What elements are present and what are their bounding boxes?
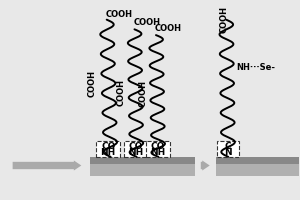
Text: COOH: COOH: [134, 18, 160, 27]
Text: COOH: COOH: [220, 6, 229, 33]
Text: CO: CO: [129, 142, 143, 151]
Bar: [217, 141, 239, 157]
Bar: [96, 141, 120, 157]
Text: COOH: COOH: [155, 24, 182, 33]
FancyArrow shape: [201, 160, 210, 171]
Text: CO: CO: [101, 142, 116, 151]
Text: NH: NH: [100, 148, 116, 157]
FancyArrow shape: [13, 160, 81, 171]
Bar: [90, 157, 195, 176]
Text: COOH: COOH: [116, 79, 125, 106]
Text: NH···Se-: NH···Se-: [237, 63, 276, 72]
Text: COOH: COOH: [87, 70, 96, 97]
Text: NH: NH: [150, 148, 166, 157]
Bar: [216, 157, 300, 164]
Text: CO: CO: [151, 142, 165, 151]
Text: COOH: COOH: [139, 80, 148, 107]
Text: N: N: [224, 148, 232, 157]
Bar: [216, 157, 300, 176]
Bar: [124, 141, 148, 157]
Bar: [146, 141, 170, 157]
Text: NH: NH: [128, 148, 144, 157]
Text: COOH: COOH: [106, 10, 133, 19]
Text: C: C: [225, 142, 231, 151]
Bar: [90, 157, 195, 164]
